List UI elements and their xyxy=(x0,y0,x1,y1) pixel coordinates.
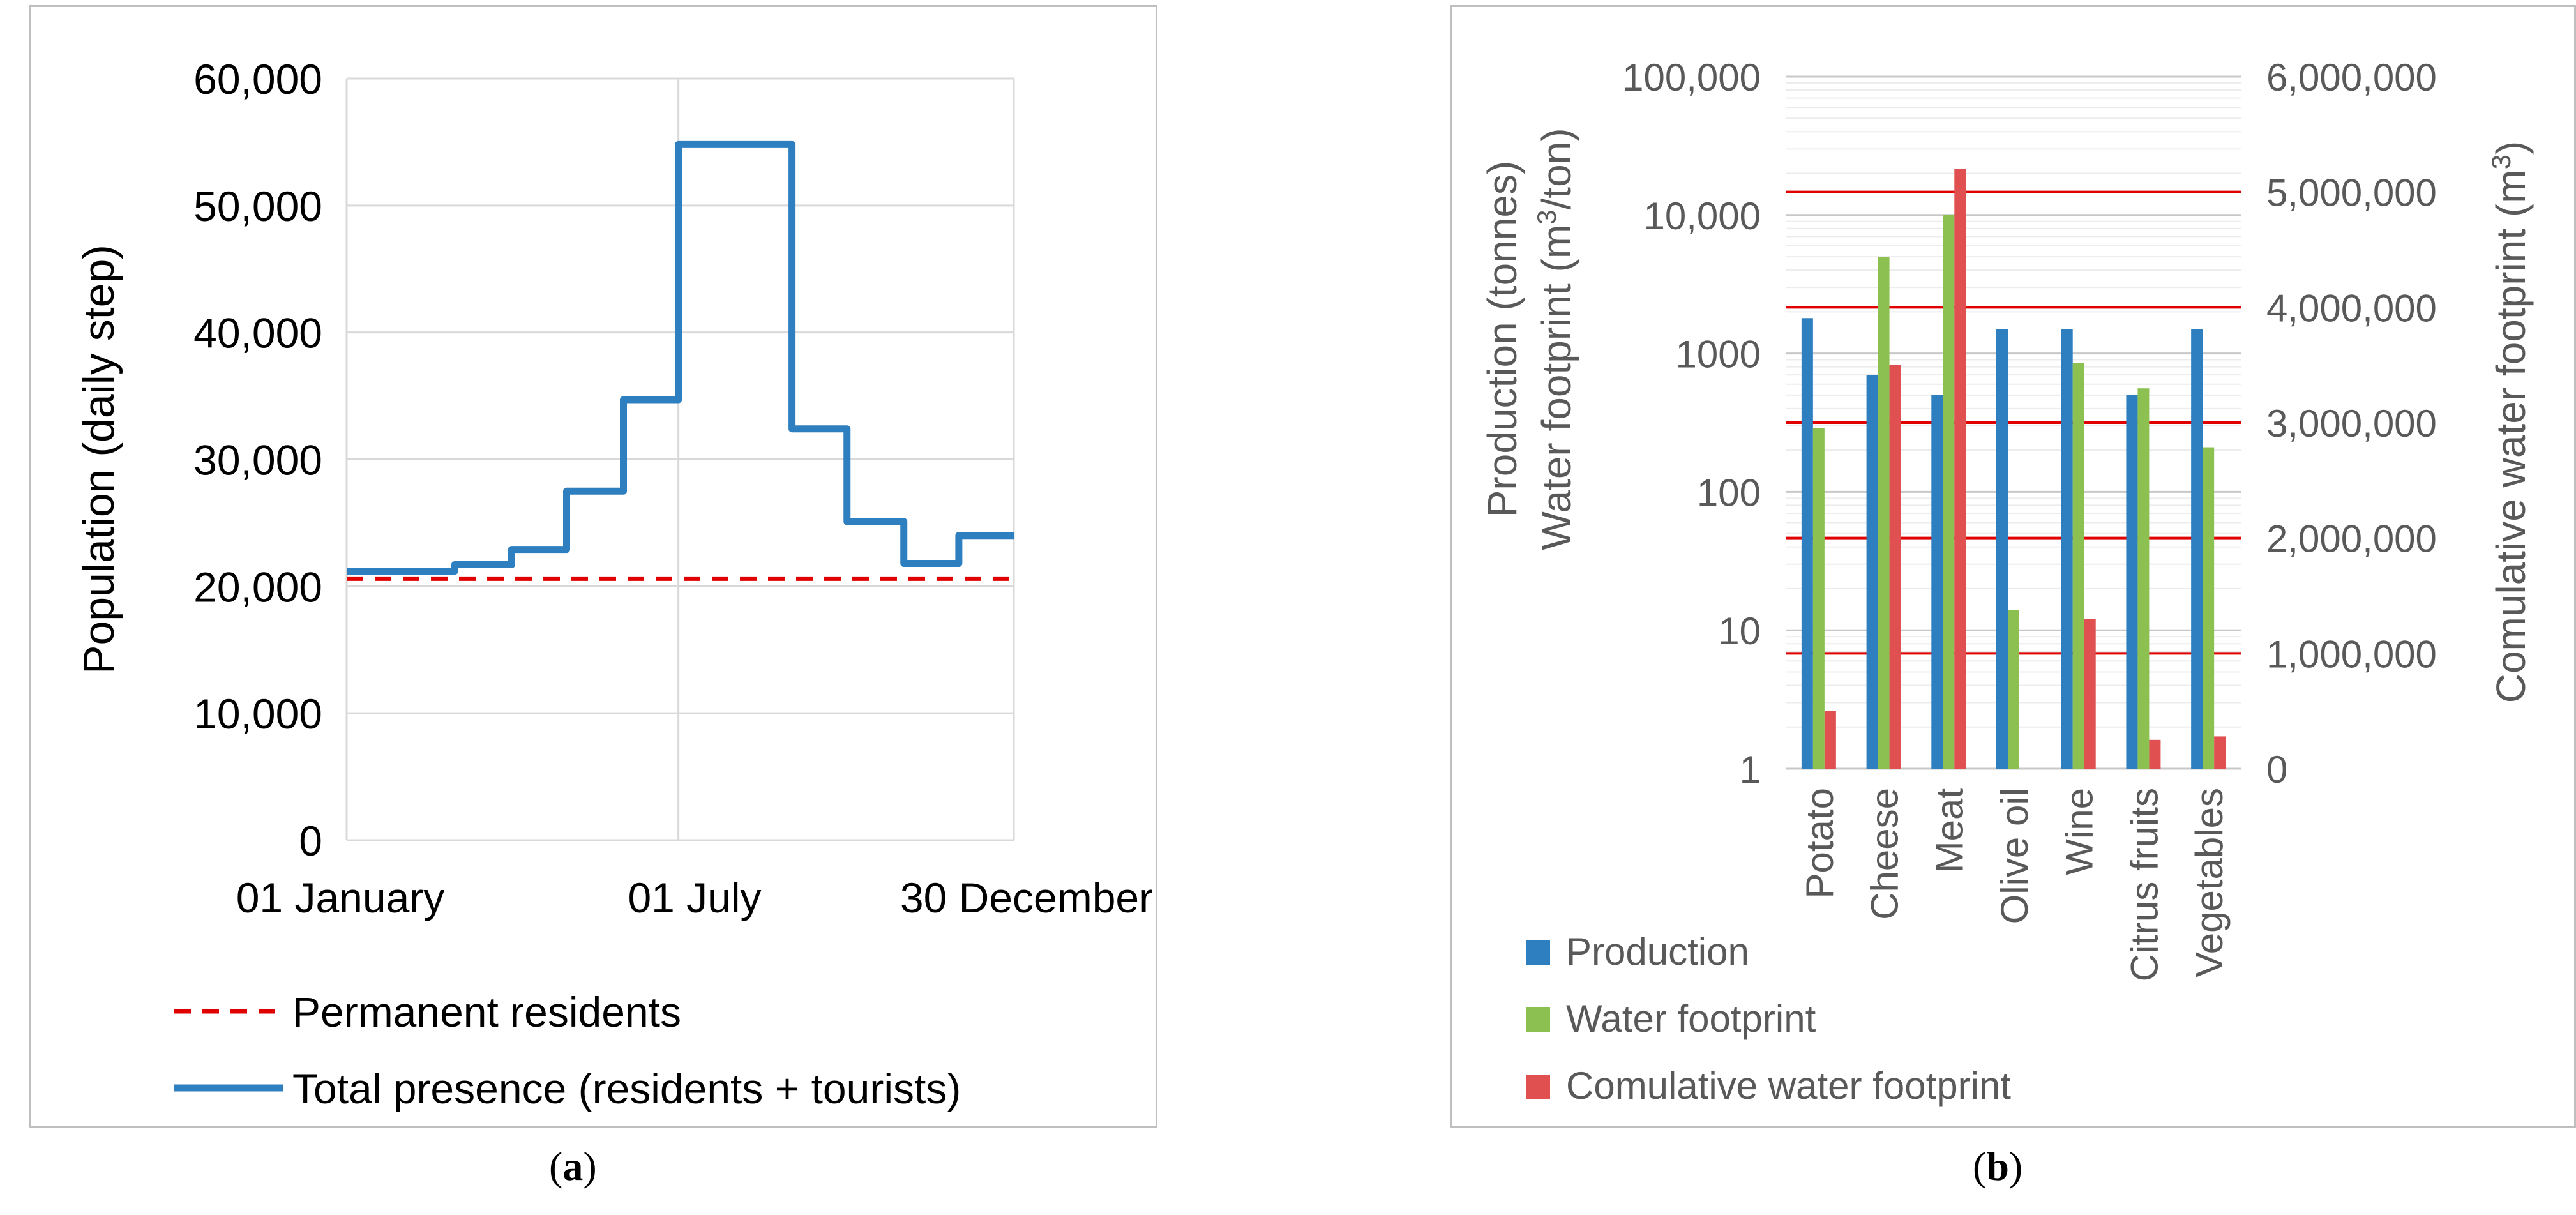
y-tick-label: 10,000 xyxy=(193,690,322,737)
y-tick-label: 40,000 xyxy=(193,310,322,357)
y-tick-label: 100 xyxy=(1697,471,1761,514)
bar-production xyxy=(1931,395,1943,769)
x-tick-label: Potato xyxy=(1798,788,1841,898)
y2-tick-label: 6,000,000 xyxy=(2266,56,2437,99)
caption-b: (b) xyxy=(1973,1143,2023,1189)
bar-water-footprint xyxy=(2072,363,2084,769)
legend-swatch-production xyxy=(1526,940,1550,965)
y2-tick-label: 4,000,000 xyxy=(2266,287,2437,329)
chart-panel-a: 0 10,000 20,000 30,000 40,000 50,000 60,000 01 … xyxy=(29,5,1157,1128)
bar-water-footprint xyxy=(2203,447,2215,769)
y-tick-label: 20,000 xyxy=(193,563,322,610)
legend-label-permanent-residents: Permanent residents xyxy=(292,988,681,1036)
y-tick-label: 60,000 xyxy=(193,56,322,103)
bar-production xyxy=(2061,329,2073,769)
y-tick-label: 1000 xyxy=(1676,333,1761,376)
bar-production xyxy=(2126,395,2138,769)
y2-axis-label: Comulative water footprint (m3) xyxy=(2486,141,2535,704)
x-tick-label: 01 July xyxy=(628,874,761,921)
x-tick-label: Olive oil xyxy=(1993,788,2036,924)
bar-water-footprint xyxy=(1878,257,1890,769)
y-axis-label: Population (daily step) xyxy=(75,245,123,674)
bar-production xyxy=(1996,329,2008,769)
y2-tick-label: 3,000,000 xyxy=(2266,402,2437,445)
x-tick-label: 01 January xyxy=(236,874,445,921)
bar-comulative-water-footprint xyxy=(2149,739,2161,769)
x-tick-label: Wine xyxy=(2058,788,2101,875)
population-chart: 0 10,000 20,000 30,000 40,000 50,000 60,000 01 … xyxy=(75,56,1153,1112)
bar-comulative-water-footprint xyxy=(2214,736,2226,769)
bar-water-footprint xyxy=(2008,610,2019,769)
legend-swatch-water-footprint xyxy=(1526,1007,1550,1032)
food-production-chart: 1 10 100 1000 10,000 100,000 0 1,000,000 2,000,0… xyxy=(1479,56,2535,1107)
bar-comulative-water-footprint xyxy=(2084,619,2096,769)
bar-water-footprint xyxy=(1812,428,1825,769)
legend-label-comulative-water-footprint: Comulative water footprint xyxy=(1566,1064,2011,1107)
bar-comulative-water-footprint xyxy=(1889,365,1901,769)
bar-production xyxy=(1866,375,1878,769)
legend-label-total-presence: Total presence (residents + tourists) xyxy=(292,1065,961,1112)
x-tick-label: Cheese xyxy=(1864,788,1906,920)
y2-tick-label: 2,000,000 xyxy=(2266,518,2437,561)
bar-production xyxy=(1801,318,1813,769)
x-tick-label: Meat xyxy=(1928,788,1971,873)
chart-panel-b: 1 10 100 1000 10,000 100,000 0 1,000,000 2,000,0… xyxy=(1450,5,2576,1128)
legend-label-water-footprint: Water footprint xyxy=(1566,997,1816,1040)
bar-production xyxy=(2191,329,2203,769)
y2-tick-label: 1,000,000 xyxy=(2266,633,2437,675)
y-tick-label: 100,000 xyxy=(1622,56,1761,99)
bar-comulative-water-footprint xyxy=(1824,711,1836,769)
bar-water-footprint xyxy=(1943,215,1955,769)
y2-tick-label: 5,000,000 xyxy=(2266,172,2437,215)
y-tick-label: 0 xyxy=(299,817,322,864)
y-tick-label: 1 xyxy=(1740,748,1761,791)
x-tick-label: 30 December xyxy=(900,874,1153,921)
y-tick-label: 10 xyxy=(1718,610,1761,653)
y-axis-label-production: Production (tonnes) xyxy=(1479,161,1525,518)
y-tick-label: 30,000 xyxy=(193,437,322,484)
y2-tick-label: 0 xyxy=(2266,748,2287,791)
series-line-total-presence xyxy=(347,140,1014,575)
bar-water-footprint xyxy=(2137,388,2150,769)
x-tick-label: Vegetables xyxy=(2188,788,2231,977)
bar-comulative-water-footprint xyxy=(1954,169,1966,769)
legend-label-production: Production xyxy=(1566,930,1749,973)
y-tick-label: 10,000 xyxy=(1643,195,1761,238)
x-tick-label: Citrus fruits xyxy=(2123,788,2165,981)
y-axis-label-water-footprint: Water footprint (m3/ton) xyxy=(1532,128,1580,550)
legend-swatch-comulative-water-footprint xyxy=(1526,1075,1550,1099)
y-tick-label: 50,000 xyxy=(193,183,322,230)
caption-a: (a) xyxy=(549,1143,597,1189)
